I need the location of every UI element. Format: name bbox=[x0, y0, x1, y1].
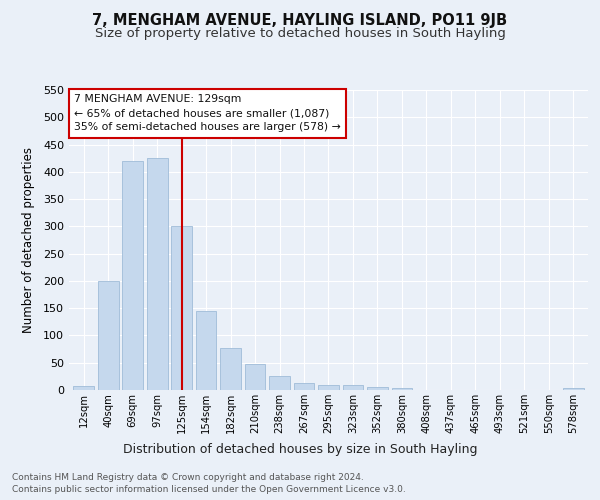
Bar bbox=[392, 388, 412, 390]
Bar bbox=[220, 348, 241, 390]
Text: Size of property relative to detached houses in South Hayling: Size of property relative to detached ho… bbox=[95, 28, 505, 40]
Bar bbox=[147, 158, 167, 390]
Bar bbox=[171, 226, 192, 390]
Bar bbox=[269, 376, 290, 390]
Text: 7, MENGHAM AVENUE, HAYLING ISLAND, PO11 9JB: 7, MENGHAM AVENUE, HAYLING ISLAND, PO11 … bbox=[92, 12, 508, 28]
Bar bbox=[318, 384, 339, 390]
Text: Distribution of detached houses by size in South Hayling: Distribution of detached houses by size … bbox=[123, 442, 477, 456]
Bar bbox=[122, 161, 143, 390]
Bar bbox=[73, 386, 94, 390]
Bar bbox=[343, 384, 364, 390]
Y-axis label: Number of detached properties: Number of detached properties bbox=[22, 147, 35, 333]
Bar bbox=[367, 388, 388, 390]
Bar bbox=[563, 388, 584, 390]
Bar bbox=[98, 281, 119, 390]
Bar bbox=[245, 364, 265, 390]
Bar bbox=[293, 384, 314, 390]
Text: 7 MENGHAM AVENUE: 129sqm
← 65% of detached houses are smaller (1,087)
35% of sem: 7 MENGHAM AVENUE: 129sqm ← 65% of detach… bbox=[74, 94, 341, 132]
Text: Contains public sector information licensed under the Open Government Licence v3: Contains public sector information licen… bbox=[12, 485, 406, 494]
Text: Contains HM Land Registry data © Crown copyright and database right 2024.: Contains HM Land Registry data © Crown c… bbox=[12, 472, 364, 482]
Bar bbox=[196, 311, 217, 390]
